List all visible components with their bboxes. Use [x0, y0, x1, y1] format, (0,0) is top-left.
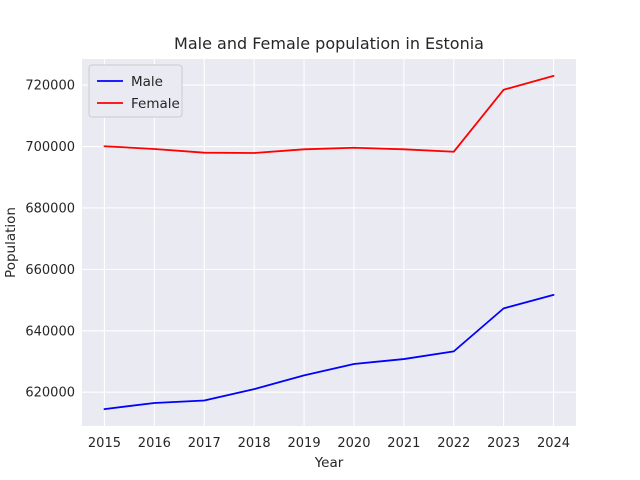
- x-tick-label: 2018: [238, 436, 271, 451]
- series-line-male: [103, 293, 555, 411]
- chart-title: Male and Female population in Estonia: [174, 34, 484, 53]
- x-tick-label: 2017: [188, 436, 221, 451]
- legend-label-female: Female: [131, 96, 180, 112]
- y-tick-label: 660000: [25, 263, 75, 278]
- x-tick-label: 2019: [288, 436, 321, 451]
- y-tick-label: 620000: [25, 386, 75, 401]
- x-tick-label: 2024: [537, 436, 570, 451]
- x-tick-label: 2020: [337, 436, 370, 451]
- series-line-female: [103, 74, 555, 154]
- x-tick-label: 2021: [387, 436, 420, 451]
- legend-label-male: Male: [131, 74, 163, 90]
- tick-labels: 2015 2016 2017 2018 2019 2020 2021 2022 2023 2024…: [25, 79, 570, 451]
- grid: [82, 59, 576, 426]
- x-axis-label: Year: [314, 455, 344, 471]
- legend-frame: [88, 64, 183, 118]
- y-tick-label: 700000: [25, 140, 75, 155]
- x-tick-label: 2016: [138, 436, 171, 451]
- legend: Male Female: [88, 64, 183, 118]
- y-tick-label: 720000: [25, 79, 75, 94]
- x-tick-label: 2023: [487, 436, 520, 451]
- series-group: [103, 74, 555, 411]
- x-tick-label: 2015: [88, 436, 121, 451]
- y-tick-label: 640000: [25, 324, 75, 339]
- y-axis-label: Population: [3, 207, 19, 278]
- y-tick-label: 680000: [25, 201, 75, 216]
- plot-area: [82, 59, 576, 426]
- x-tick-label: 2022: [437, 436, 470, 451]
